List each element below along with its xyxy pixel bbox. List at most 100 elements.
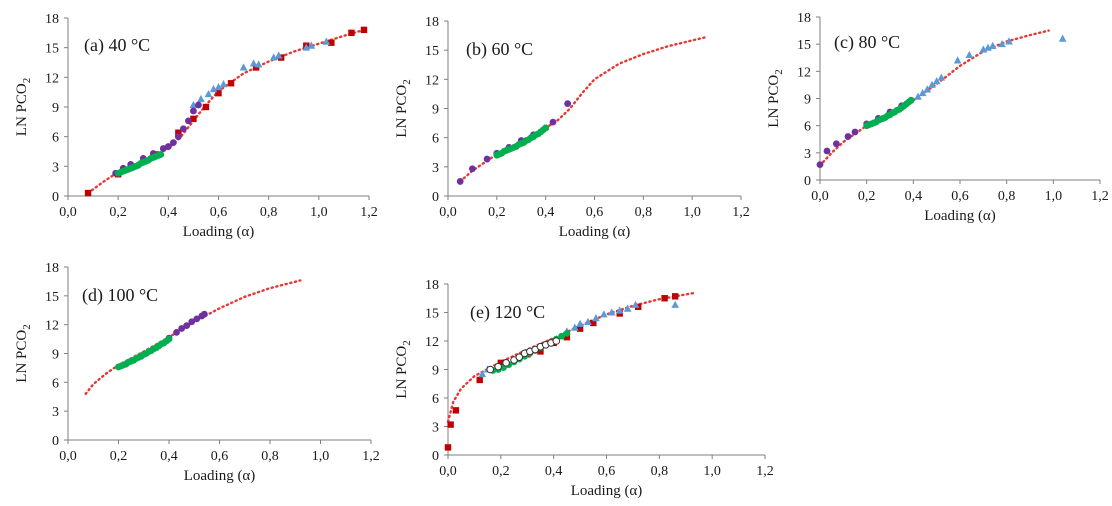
fit-line <box>459 36 706 183</box>
data-point-triangle <box>576 319 584 327</box>
x-tick-label: 0,6 <box>211 449 229 464</box>
data-point-triangle <box>928 80 936 88</box>
data-point-circle <box>549 118 557 126</box>
y-axis-label-main: LN PCO <box>394 85 410 138</box>
data-point-triangle <box>214 83 223 91</box>
data-point-circle <box>563 330 571 337</box>
x-tick-label: 1,0 <box>703 464 721 479</box>
y-tick-label: 6 <box>52 131 59 146</box>
data-point-triangle <box>254 60 263 68</box>
x-tick-label: 0,8 <box>651 464 669 479</box>
y-axis-label: LN PCO2 <box>394 79 413 137</box>
y-axis-label-subscript: 2 <box>21 324 33 330</box>
data-point-square <box>537 348 544 355</box>
data-point-triangle <box>478 370 487 378</box>
data-point-circle <box>844 133 852 140</box>
data-point-circle <box>188 318 196 326</box>
data-point-circle <box>200 310 208 318</box>
y-axis-label-main: LN PCO <box>394 346 410 399</box>
x-tick-label: 1,0 <box>310 205 328 220</box>
x-tick-label: 0,8 <box>260 205 278 220</box>
data-point-circle <box>178 325 186 332</box>
x-axis-label: Loading (α) <box>184 468 256 484</box>
data-point-triangle <box>984 43 992 51</box>
y-tick-label: 15 <box>425 44 439 59</box>
data-point-triangle <box>914 92 922 100</box>
data-point-triangle <box>204 89 213 98</box>
y-tick-label: 18 <box>797 11 811 26</box>
y-tick-label: 0 <box>52 190 59 205</box>
y-axis-label-subscript: 2 <box>21 78 33 84</box>
series-triangle <box>914 34 1067 100</box>
data-point-circle <box>169 139 177 147</box>
x-tick-label: 1,0 <box>312 449 330 464</box>
data-point-triangle <box>979 45 988 53</box>
data-point-triangle <box>1058 34 1067 42</box>
y-tick-label: 6 <box>804 120 811 135</box>
data-point-triangle <box>988 41 997 49</box>
data-point-circle <box>456 178 464 185</box>
series-circle <box>493 124 550 159</box>
data-point-triangle <box>239 63 248 71</box>
series-circle <box>863 96 915 130</box>
y-axis-label-main: LN PCO <box>14 83 30 136</box>
y-tick-label: 9 <box>52 348 59 363</box>
x-tick-label: 0,4 <box>905 189 923 204</box>
data-point-triangle <box>607 308 616 316</box>
data-point-square <box>202 103 210 111</box>
data-point-circle <box>558 332 565 340</box>
series-circle <box>456 100 572 185</box>
data-point-circle <box>179 125 187 133</box>
data-point-triangle <box>671 300 679 308</box>
series-circle <box>165 310 208 342</box>
x-tick-label: 1,2 <box>362 449 380 464</box>
y-tick-label: 9 <box>432 364 439 379</box>
data-point-square <box>563 334 571 341</box>
y-tick-label: 0 <box>432 449 439 464</box>
y-tick-label: 12 <box>45 319 59 334</box>
x-tick-label: 0,6 <box>210 205 228 220</box>
x-tick-label: 0,8 <box>635 205 653 220</box>
data-point-triangle <box>923 85 932 93</box>
data-point-square <box>497 359 505 367</box>
data-point-triangle <box>584 317 592 325</box>
y-tick-label: 3 <box>432 421 439 436</box>
chart-title: (b) 60 °C <box>466 39 533 60</box>
x-axis-label: Loading (α) <box>183 224 255 240</box>
x-axis-label: Loading (α) <box>571 483 643 499</box>
data-point-open-circle <box>515 353 524 361</box>
data-point-triangle <box>918 88 927 97</box>
data-point-triangle <box>571 323 579 331</box>
data-point-triangle <box>274 51 283 59</box>
chart-panel-c: 0,0 0,2 0,4 0,6 0,8 1,0 1,2 0 3 6 9 12 15 18 Loading (… <box>766 11 1109 224</box>
data-point-square <box>576 325 584 332</box>
y-tick-label: 9 <box>52 101 59 116</box>
data-point-circle <box>823 147 831 155</box>
data-point-circle <box>157 151 165 158</box>
data-point-circle <box>174 133 182 141</box>
y-tick-label: 15 <box>425 307 439 322</box>
y-tick-label: 6 <box>432 392 439 407</box>
y-tick-label: 12 <box>425 73 439 88</box>
data-point-square <box>328 39 335 46</box>
data-point-circle <box>483 155 491 163</box>
data-point-circle <box>469 165 476 173</box>
data-point-open-circle <box>502 359 510 367</box>
data-point-circle <box>193 315 201 323</box>
x-tick-label: 0,0 <box>439 464 457 479</box>
y-tick-label: 6 <box>432 132 439 147</box>
data-point-triangle <box>209 85 218 93</box>
data-point-triangle <box>615 306 624 314</box>
y-tick-label: 9 <box>804 93 811 108</box>
x-tick-label: 0,2 <box>492 464 510 479</box>
y-tick-label: 18 <box>425 278 439 293</box>
y-tick-label: 3 <box>52 405 59 420</box>
data-point-circle <box>816 161 824 169</box>
chart-title: (e) 120 °C <box>470 302 545 323</box>
data-point-triangle <box>965 50 974 59</box>
x-tick-label: 0,2 <box>110 449 128 464</box>
data-point-circle <box>907 96 915 104</box>
data-point-triangle <box>623 304 632 312</box>
x-tick-label: 0,4 <box>160 205 178 220</box>
